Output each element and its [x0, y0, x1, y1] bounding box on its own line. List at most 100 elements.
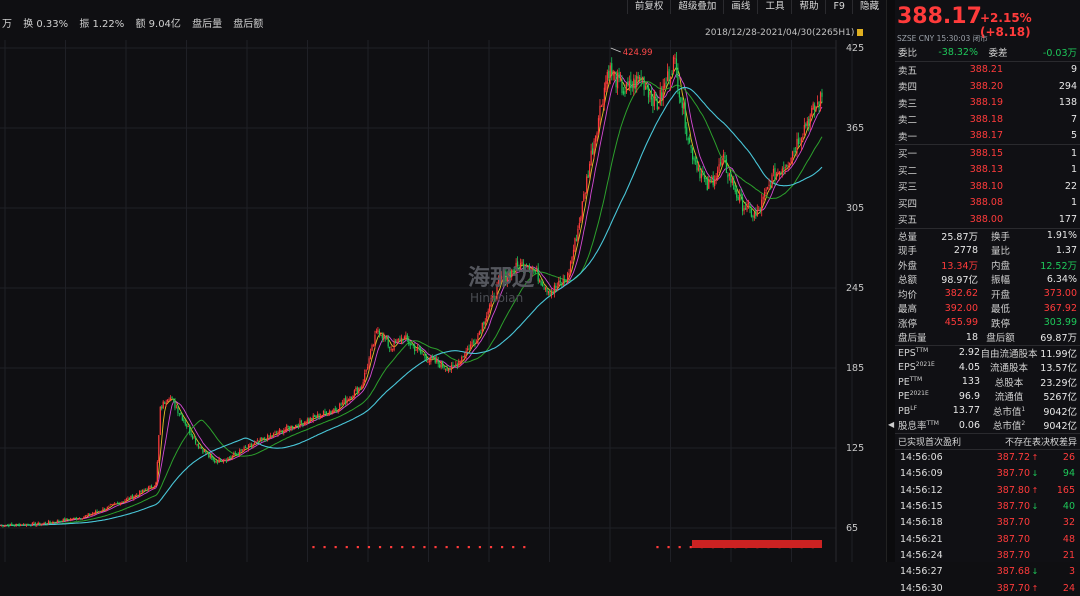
candle-body	[132, 495, 133, 499]
event-dot	[434, 546, 436, 548]
help-button[interactable]: 帮助	[791, 0, 825, 14]
tools-button[interactable]: 工具	[757, 0, 791, 14]
bid-label: 买五	[898, 212, 928, 226]
candle-body	[285, 429, 286, 430]
candle-body	[539, 280, 540, 282]
fund-key: PETTM	[898, 376, 944, 388]
candle-body	[398, 339, 399, 340]
candle-body	[582, 201, 583, 218]
tick-price: 387.68	[970, 566, 1030, 577]
candle-body	[735, 189, 736, 192]
candle-body	[348, 400, 349, 401]
draw-line-button[interactable]: 画线	[723, 0, 757, 14]
candle-body	[566, 281, 567, 282]
candle-body	[342, 402, 343, 404]
event-dot	[323, 546, 325, 548]
candle-body	[702, 172, 703, 175]
candle-body	[463, 356, 464, 357]
candle-body	[246, 448, 247, 449]
fund-key2: 自由流通股本	[980, 346, 1038, 360]
candle-body	[164, 403, 165, 404]
candle-body	[577, 229, 578, 242]
candle-body	[32, 523, 33, 526]
super-overlay-button[interactable]: 超级叠加	[670, 0, 723, 14]
candle-body	[46, 524, 47, 525]
candle-body	[301, 421, 302, 423]
candle-body	[242, 451, 243, 452]
candle-body	[227, 457, 228, 460]
date-range-text: 2018/12/28-2021/04/30(2265H1)	[705, 28, 854, 38]
hide-button[interactable]: 隐藏	[852, 0, 886, 14]
fund-key2: 总市值1	[980, 404, 1038, 418]
price-header: 388.17 +2.15% (+8.18)	[895, 0, 1080, 33]
collapse-arrow-icon[interactable]: ◀	[888, 420, 894, 429]
chart-toolbar: 前复权 超级叠加 画线 工具 帮助 F9 隐藏	[627, 0, 886, 14]
candle-body	[641, 78, 642, 81]
candle-body	[460, 362, 461, 363]
candle-body	[5, 525, 6, 526]
candle-body	[770, 185, 771, 189]
candle-body	[38, 523, 39, 525]
candle-body	[630, 80, 631, 89]
tick-time: 14:56:24	[900, 550, 970, 561]
candle-body	[217, 461, 218, 462]
bid-volume: 1	[1003, 164, 1077, 175]
candle-body	[351, 397, 352, 399]
candle-body	[776, 174, 777, 180]
bid-label: 买一	[898, 146, 928, 160]
quote-panel: 388.17 +2.15% (+8.18) SZSE CNY 15:30:03 …	[895, 0, 1080, 562]
candle-body	[235, 453, 236, 455]
candle-body	[545, 288, 546, 290]
candle-body	[52, 522, 53, 523]
candle-body	[304, 422, 305, 425]
candle-body	[96, 511, 97, 512]
tick-time: 14:56:18	[900, 517, 970, 528]
fund-key-text: PE	[898, 391, 910, 402]
stat-value: 2778	[928, 245, 978, 256]
tick-time: 14:56:15	[900, 501, 970, 512]
stat-row: 外盘 13.34万 内盘 12.52万	[895, 258, 1080, 273]
y-tick-label: 185	[846, 363, 864, 374]
fund-value2-text: 9042亿	[1043, 421, 1077, 432]
candle-body	[748, 203, 749, 204]
candle-body	[451, 365, 452, 370]
adjust-forward-button[interactable]: 前复权	[627, 0, 671, 14]
tick-row: 14:56:15 387.70 ↓ 40	[895, 498, 1080, 514]
candle-body	[445, 369, 446, 370]
event-band	[692, 540, 822, 548]
candle-body	[563, 279, 564, 286]
candle-body	[135, 495, 136, 497]
candle-body	[389, 347, 390, 348]
stat-value2: 6.34%	[1023, 274, 1077, 285]
candle-body	[1, 525, 2, 526]
candle-body	[393, 341, 394, 350]
stat-amount: 额 9.04亿	[135, 19, 180, 30]
candle-body	[130, 496, 131, 499]
candle-body	[646, 87, 647, 90]
candle-body	[166, 402, 167, 403]
candle-body	[617, 73, 618, 88]
f9-button[interactable]: F9	[825, 0, 852, 14]
event-dot	[312, 546, 314, 548]
event-dot	[479, 546, 481, 548]
candle-body	[724, 156, 725, 159]
candle-body	[291, 426, 292, 429]
stat-key: 总额	[898, 272, 928, 286]
fund-key: EPS2021E	[898, 361, 944, 373]
candle-body	[708, 179, 709, 188]
